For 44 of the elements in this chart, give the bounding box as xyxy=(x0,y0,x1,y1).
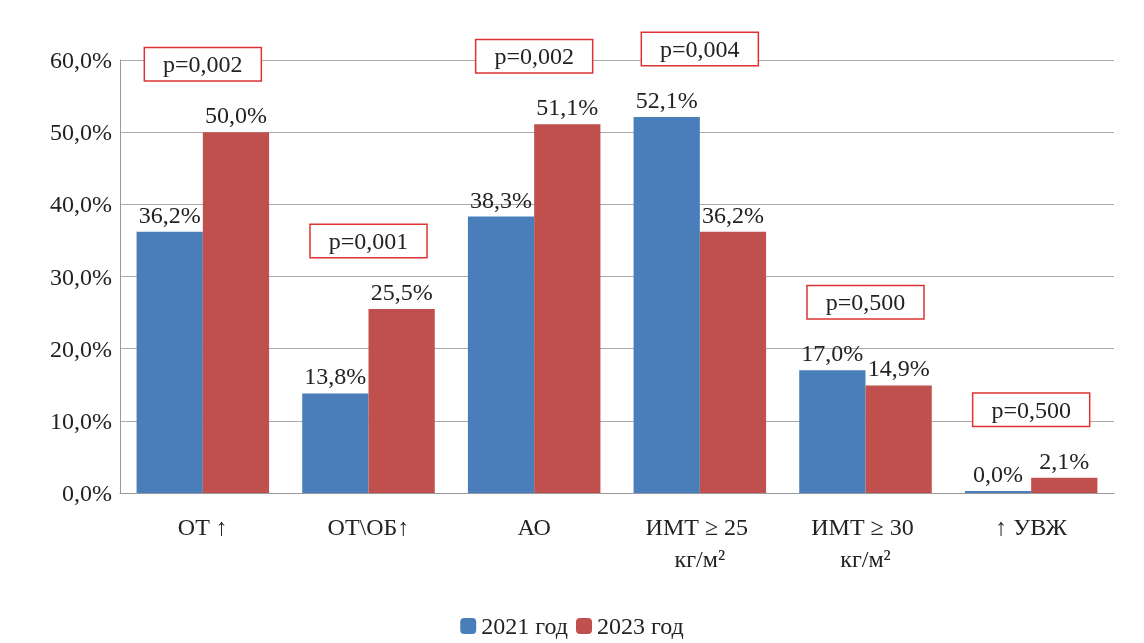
bar xyxy=(1031,477,1098,493)
y-tick-label: 40,0% xyxy=(50,191,112,218)
bar xyxy=(799,370,866,493)
y-tick-label: 10,0% xyxy=(50,407,112,434)
x-tick-label: АО xyxy=(517,514,551,540)
data-label: 52,1% xyxy=(635,87,698,114)
y-tick-label: 0,0% xyxy=(62,480,112,506)
legend-label: 2021 год xyxy=(481,613,568,639)
annotation: p=0,002 xyxy=(494,43,574,70)
data-label: 14,9% xyxy=(867,355,930,382)
x-tick-label: ОТ ↑ xyxy=(177,514,228,540)
x-tick-label: ИМТ ≥ 30 кг/м² xyxy=(811,514,920,572)
data-label: 25,5% xyxy=(370,278,433,305)
legend-label: 2023 год xyxy=(597,613,684,639)
bar xyxy=(302,393,369,493)
bar xyxy=(467,216,535,493)
y-tick-label: 30,0% xyxy=(50,263,112,290)
bar xyxy=(699,231,767,493)
x-tick-label: ОТ\ОБ↑ xyxy=(327,514,410,540)
bar xyxy=(534,124,601,493)
bar xyxy=(202,132,270,493)
annotation: p=0,004 xyxy=(660,36,740,63)
annotation: p=0,002 xyxy=(163,51,243,78)
y-tick-label: 20,0% xyxy=(50,335,112,362)
y-tick-label: 50,0% xyxy=(50,119,112,146)
data-label: 0,0% xyxy=(973,461,1024,487)
x-tick-label: ↑ УВЖ xyxy=(995,514,1068,540)
bar xyxy=(865,385,932,493)
data-label: 50,0% xyxy=(204,102,267,129)
annotation: p=0,500 xyxy=(991,396,1071,423)
data-label: 38,3% xyxy=(470,186,533,213)
data-label: 2,1% xyxy=(1039,447,1090,474)
bar xyxy=(633,117,700,493)
annotation: p=0,001 xyxy=(328,227,409,254)
data-label: 36,2% xyxy=(701,201,764,228)
data-label: 36,2% xyxy=(138,201,201,228)
data-label: 13,8% xyxy=(304,363,367,390)
data-label: 51,1% xyxy=(536,94,599,121)
bar xyxy=(368,308,435,493)
bar xyxy=(136,231,203,493)
y-tick-label: 60,0% xyxy=(50,47,112,73)
annotation: p=0,500 xyxy=(825,289,906,316)
x-tick-label: ИМТ ≥ 25 кг/м² xyxy=(645,514,755,572)
data-label: 17,0% xyxy=(801,340,864,367)
